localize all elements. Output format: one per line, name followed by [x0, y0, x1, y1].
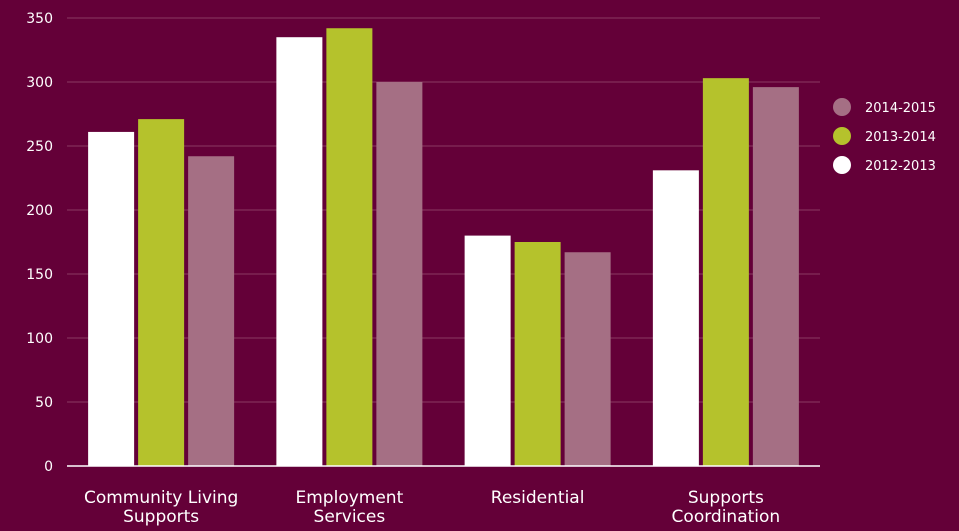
y-tick-label: 50	[35, 395, 53, 411]
bar-2013-2014-1	[326, 28, 373, 467]
x-category-label: Residential	[491, 488, 585, 508]
y-tick-label: 0	[44, 459, 53, 475]
y-tick-label: 100	[26, 331, 53, 347]
x-category-label: Employment Services	[296, 488, 404, 527]
bars	[88, 28, 799, 467]
legend-label-2013-2014: 2013-2014	[865, 130, 936, 145]
y-tick-label: 350	[26, 11, 53, 27]
y-tick-label: 300	[26, 75, 53, 91]
y-axis: 0 50 100 150 200 250 300 350	[26, 11, 53, 475]
bar-2012-2013-3	[652, 170, 699, 466]
legend-swatch-2012-2013	[833, 156, 851, 174]
x-axis: Community Living Supports Employment Servic…	[67, 465, 820, 527]
y-tick-label: 250	[26, 139, 53, 155]
y-tick-label: 200	[26, 203, 53, 219]
legend-label-2014-2015: 2014-2015	[865, 101, 936, 116]
bar-2013-2014-3	[702, 78, 749, 466]
legend-swatch-2013-2014	[833, 127, 851, 145]
x-category-label: Community Living Supports	[84, 488, 238, 527]
bar-2014-2015-2	[564, 252, 611, 466]
bar-2013-2014-2	[514, 242, 561, 466]
y-tick-label: 150	[26, 267, 53, 283]
legend: 2014-2015 2013-2014 2012-2013	[833, 98, 936, 174]
bar-2014-2015-0	[188, 156, 235, 467]
bar-2013-2014-0	[138, 119, 185, 467]
bar-2012-2013-0	[88, 131, 135, 467]
bar-2014-2015-1	[376, 82, 423, 466]
x-category-label: Supports Coordination	[672, 488, 781, 527]
bar-2012-2013-2	[464, 235, 511, 466]
bar-2014-2015-3	[752, 87, 799, 467]
legend-swatch-2014-2015	[833, 98, 851, 116]
legend-label-2012-2013: 2012-2013	[865, 159, 936, 174]
bar-2012-2013-1	[276, 37, 323, 466]
